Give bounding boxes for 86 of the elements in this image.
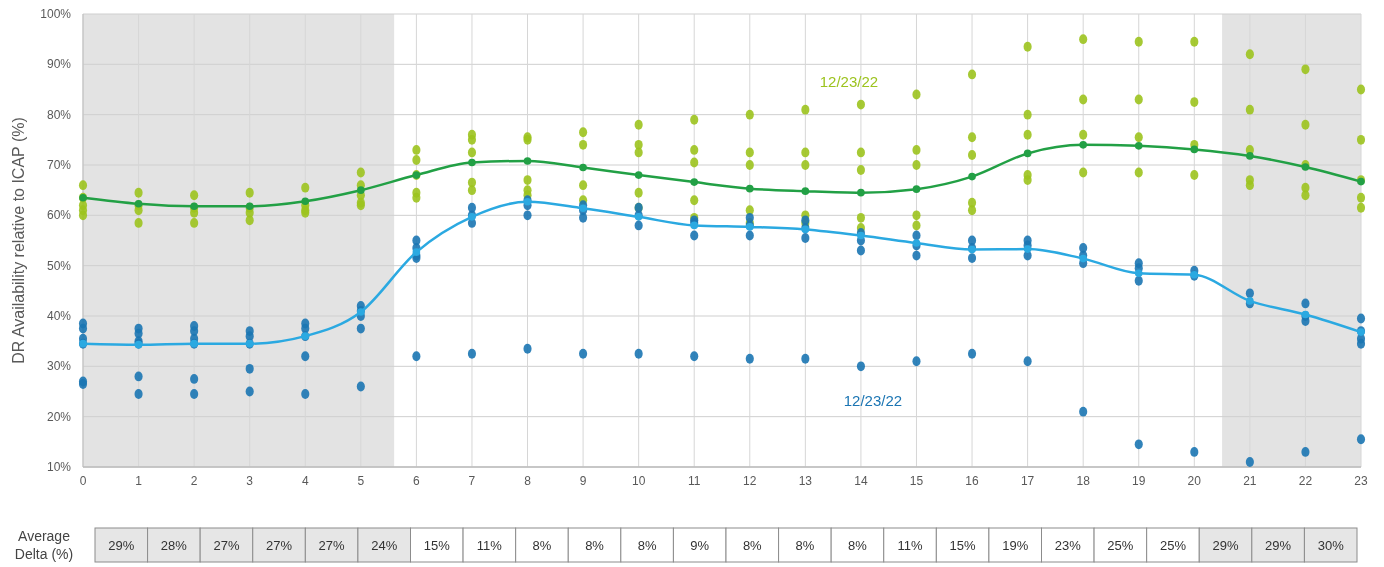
annotation: 12/23/22 (843, 392, 903, 410)
text: 8% (637, 538, 657, 553)
x-tick-label: 17 (1020, 474, 1035, 488)
x-tick-label: 1 (135, 474, 143, 488)
y-axis-title: DR Availability relative to ICAP (%) (10, 117, 27, 364)
point (1134, 269, 1143, 278)
text: 28% (160, 538, 187, 553)
x-tick-label: 7 (468, 474, 476, 488)
x-tick-label: 0 (79, 474, 87, 488)
x-tick-label: 8 (524, 474, 532, 488)
text: 23% (1054, 538, 1081, 553)
x-tick-label: 5 (357, 474, 365, 488)
x-tick-label: 20 (1187, 474, 1202, 488)
point (301, 197, 310, 206)
text: 27% (318, 538, 345, 553)
annotation: 12/23/22 (819, 72, 879, 90)
y-tick-label: 30% (46, 359, 72, 374)
point (1190, 145, 1199, 154)
text: 15% (423, 538, 450, 553)
y-tick-label: 10% (46, 460, 72, 474)
point (412, 248, 421, 256)
point (1023, 245, 1032, 253)
y-tick-label: 50% (46, 258, 72, 273)
point (634, 171, 643, 179)
text: 27% (213, 538, 240, 553)
text: 8% (585, 538, 604, 553)
text: 15% (949, 538, 976, 553)
text: 29% (1212, 538, 1239, 553)
point (357, 186, 365, 194)
x-tick-label: 13 (798, 474, 813, 488)
x-tick-label: 21 (1243, 474, 1257, 488)
x-tick-label: 3 (246, 474, 254, 488)
text: 19% (1002, 538, 1029, 553)
text: 11% (897, 538, 923, 553)
point (1246, 297, 1254, 305)
text: 8% (795, 538, 815, 553)
x-tick-label: 11 (687, 474, 701, 488)
x-tick-label: 16 (965, 474, 980, 488)
text: 24% (371, 538, 398, 553)
y-tick-label: 100% (40, 7, 72, 21)
x-tick-label: 18 (1076, 474, 1091, 488)
point (912, 185, 921, 193)
text: 8% (848, 538, 867, 553)
y-tick-label: 90% (46, 57, 72, 72)
x-tick-label: 2 (190, 474, 198, 488)
x-tick-label: 12 (743, 474, 757, 488)
y-tick-label: 40% (46, 309, 72, 323)
text: 11% (476, 538, 502, 553)
text: 29% (108, 538, 135, 553)
point (1246, 152, 1254, 160)
x-tick-label: 4 (301, 474, 309, 488)
x-tick-label: 22 (1298, 474, 1313, 488)
text: 25% (1159, 538, 1186, 553)
point (1134, 142, 1143, 150)
point (801, 187, 810, 195)
x-tick-label: 15 (909, 474, 924, 488)
x-tick-label: 19 (1132, 474, 1146, 488)
point (968, 172, 976, 181)
text: 30% (1317, 538, 1344, 553)
y-tick-label: 70% (46, 158, 72, 172)
x-tick-label: 14 (854, 474, 868, 488)
y-tick-label: 80% (46, 107, 72, 122)
point (690, 178, 699, 186)
text: 8% (742, 538, 762, 553)
point (1023, 149, 1032, 158)
y-tick-label: 20% (46, 409, 72, 424)
x-tick-label: 23 (1354, 474, 1368, 488)
x-tick-label: 6 (413, 474, 421, 488)
y-tick-label: 60% (46, 208, 72, 223)
text: Average Delta (%) (14, 528, 74, 562)
point (857, 188, 865, 197)
point (1079, 141, 1087, 149)
text: 9% (690, 538, 710, 553)
text: 29% (1265, 538, 1292, 553)
point (468, 158, 476, 167)
point (579, 163, 587, 172)
point (690, 221, 699, 230)
text: 25% (1107, 538, 1134, 553)
point (1079, 254, 1087, 263)
point (523, 157, 532, 165)
text: 27% (266, 538, 293, 553)
x-tick-label: 10 (631, 474, 646, 488)
point (912, 239, 921, 247)
x-tick-label: 9 (579, 474, 587, 488)
text: 8% (532, 538, 552, 553)
point (745, 184, 754, 193)
